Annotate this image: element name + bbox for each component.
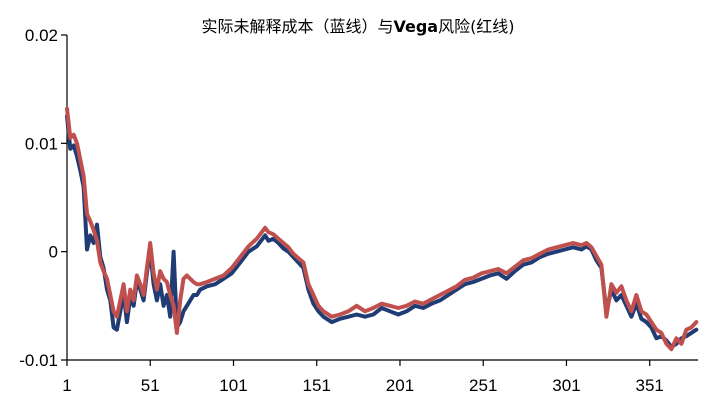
x-tick-label: 301: [552, 376, 580, 395]
x-tick-label: 151: [303, 376, 331, 395]
x-tick-label: 351: [636, 376, 664, 395]
chart-title: 实际未解释成本（蓝线）与Vega风险(红线): [201, 17, 514, 36]
x-tick-label: 251: [469, 376, 497, 395]
chart-title-part-2: Vega: [393, 17, 438, 36]
x-tick-label: 51: [141, 376, 160, 395]
y-tick-label: 0.01: [25, 134, 58, 153]
series-layer: [65, 106, 699, 352]
chart-title-part-3: 风险(红线): [438, 17, 515, 36]
x-tick-label: 1: [62, 376, 71, 395]
x-tick-label: 101: [219, 376, 247, 395]
y-tick-label: 0: [49, 243, 58, 262]
y-tick-label: 0.02: [25, 26, 58, 45]
x-tick-label: 201: [386, 376, 414, 395]
axes: 0.020.010-0.011 51 101 151 201 251 301 351: [19, 26, 698, 395]
series-line-2: [65, 106, 699, 352]
y-tick-label: -0.01: [19, 351, 58, 370]
chart-title-part-1: 实际未解释成本（蓝线）与: [201, 17, 393, 36]
series-line-1: [65, 114, 699, 349]
